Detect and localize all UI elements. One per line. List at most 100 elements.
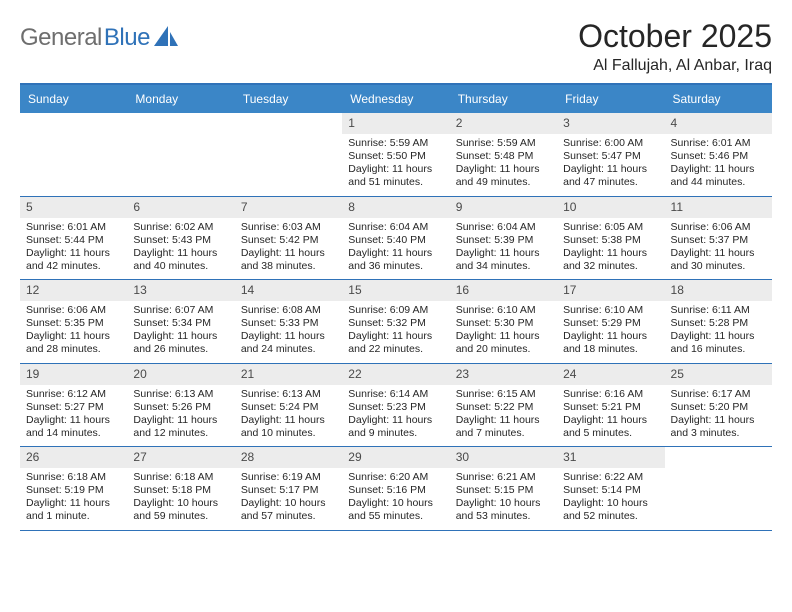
day-info-line: Sunset: 5:16 PM <box>348 484 443 497</box>
day-number <box>235 113 342 119</box>
day-info-line: Sunset: 5:47 PM <box>563 150 658 163</box>
day-cell: 5Sunrise: 6:01 AMSunset: 5:44 PMDaylight… <box>20 197 127 280</box>
day-number: 25 <box>665 364 772 385</box>
day-cell: 24Sunrise: 6:16 AMSunset: 5:21 PMDayligh… <box>557 364 664 447</box>
day-cell <box>20 113 127 196</box>
weekday-header: Sunday <box>20 85 127 113</box>
day-info-line: Sunset: 5:40 PM <box>348 234 443 247</box>
day-cell: 28Sunrise: 6:19 AMSunset: 5:17 PMDayligh… <box>235 447 342 530</box>
day-cell: 10Sunrise: 6:05 AMSunset: 5:38 PMDayligh… <box>557 197 664 280</box>
day-info-line: Sunrise: 6:01 AM <box>26 221 121 234</box>
calendar: SundayMondayTuesdayWednesdayThursdayFrid… <box>20 83 772 531</box>
day-info-line: Daylight: 11 hours and 38 minutes. <box>241 247 336 273</box>
day-info-line: Sunrise: 6:17 AM <box>671 388 766 401</box>
day-cell: 23Sunrise: 6:15 AMSunset: 5:22 PMDayligh… <box>450 364 557 447</box>
day-cell: 22Sunrise: 6:14 AMSunset: 5:23 PMDayligh… <box>342 364 449 447</box>
logo-text-blue: Blue <box>104 24 150 52</box>
day-info-line: Daylight: 10 hours and 52 minutes. <box>563 497 658 523</box>
day-cell: 4Sunrise: 6:01 AMSunset: 5:46 PMDaylight… <box>665 113 772 196</box>
day-info-line: Daylight: 11 hours and 32 minutes. <box>563 247 658 273</box>
day-info-line: Sunrise: 5:59 AM <box>348 137 443 150</box>
day-info-line: Sunrise: 6:13 AM <box>241 388 336 401</box>
day-info-line: Daylight: 10 hours and 57 minutes. <box>241 497 336 523</box>
day-info-line: Daylight: 11 hours and 20 minutes. <box>456 330 551 356</box>
day-info-line: Sunset: 5:24 PM <box>241 401 336 414</box>
day-number: 4 <box>665 113 772 134</box>
logo: GeneralBlue <box>20 18 180 52</box>
day-cell: 1 Sunrise: 5:59 AMSunset: 5:50 PMDaylight… <box>342 113 449 196</box>
day-number: 1 <box>342 113 449 134</box>
day-number: 26 <box>20 447 127 468</box>
day-info-line: Sunset: 5:34 PM <box>133 317 228 330</box>
day-cell: 9Sunrise: 6:04 AMSunset: 5:39 PMDaylight… <box>450 197 557 280</box>
day-info-line: Daylight: 11 hours and 44 minutes. <box>671 163 766 189</box>
day-info-line: Sunset: 5:19 PM <box>26 484 121 497</box>
day-info-line: Sunset: 5:48 PM <box>456 150 551 163</box>
day-info-line: Sunset: 5:39 PM <box>456 234 551 247</box>
day-number: 17 <box>557 280 664 301</box>
day-cell <box>235 113 342 196</box>
day-info-line: Sunrise: 6:21 AM <box>456 471 551 484</box>
day-cell: 17Sunrise: 6:10 AMSunset: 5:29 PMDayligh… <box>557 280 664 363</box>
day-number: 21 <box>235 364 342 385</box>
day-info-line: Sunrise: 6:01 AM <box>671 137 766 150</box>
title-block: October 2025 Al Fallujah, Al Anbar, Iraq <box>578 18 772 75</box>
day-info-line: Sunset: 5:32 PM <box>348 317 443 330</box>
day-cell: 20Sunrise: 6:13 AMSunset: 5:26 PMDayligh… <box>127 364 234 447</box>
day-cell: 21 Sunrise: 6:13 AMSunset: 5:24 PMDayligh… <box>235 364 342 447</box>
day-info-line: Sunset: 5:30 PM <box>456 317 551 330</box>
day-info-line: Sunset: 5:33 PM <box>241 317 336 330</box>
day-number: 14 <box>235 280 342 301</box>
day-number: 13 <box>127 280 234 301</box>
day-info-line: Sunset: 5:15 PM <box>456 484 551 497</box>
day-number: 6 <box>127 197 234 218</box>
day-number: 18 <box>665 280 772 301</box>
day-info-line: Sunrise: 6:15 AM <box>456 388 551 401</box>
page-title: October 2025 <box>578 18 772 55</box>
day-info-line: Daylight: 11 hours and 34 minutes. <box>456 247 551 273</box>
logo-sail-icon <box>154 26 180 51</box>
day-info-line: Daylight: 11 hours and 10 minutes. <box>241 414 336 440</box>
week-row: 12Sunrise: 6:06 AMSunset: 5:35 PMDayligh… <box>20 280 772 364</box>
logo-text-gray: General <box>20 24 102 52</box>
week-row: 1Sunrise: 5:59 AMSunset: 5:50 PMDaylight… <box>20 113 772 197</box>
day-info-line: Daylight: 11 hours and 7 minutes. <box>456 414 551 440</box>
day-cell <box>665 447 772 530</box>
day-info-line: Daylight: 10 hours and 53 minutes. <box>456 497 551 523</box>
day-info-line: Sunrise: 6:06 AM <box>671 221 766 234</box>
day-cell: 30Sunrise: 6:21 AMSunset: 5:15 PMDayligh… <box>450 447 557 530</box>
day-info-line: Sunrise: 6:10 AM <box>456 304 551 317</box>
day-info-line: Daylight: 11 hours and 49 minutes. <box>456 163 551 189</box>
day-info-line: Daylight: 11 hours and 22 minutes. <box>348 330 443 356</box>
day-cell: 18Sunrise: 6:11 AMSunset: 5:28 PMDayligh… <box>665 280 772 363</box>
day-info-line: Sunset: 5:38 PM <box>563 234 658 247</box>
location-label: Al Fallujah, Al Anbar, Iraq <box>578 57 772 75</box>
day-info-line: Sunrise: 6:02 AM <box>133 221 228 234</box>
day-number: 29 <box>342 447 449 468</box>
day-info-line: Sunset: 5:23 PM <box>348 401 443 414</box>
day-number: 9 <box>450 197 557 218</box>
day-info-line: Sunset: 5:37 PM <box>671 234 766 247</box>
day-info-line: Daylight: 11 hours and 51 minutes. <box>348 163 443 189</box>
day-cell: 8Sunrise: 6:04 AMSunset: 5:40 PMDaylight… <box>342 197 449 280</box>
day-info-line: Daylight: 11 hours and 36 minutes. <box>348 247 443 273</box>
day-cell: 15Sunrise: 6:09 AMSunset: 5:32 PMDayligh… <box>342 280 449 363</box>
day-info-line: Daylight: 11 hours and 18 minutes. <box>563 330 658 356</box>
day-info-line: Sunrise: 6:09 AM <box>348 304 443 317</box>
day-info-line: Sunset: 5:29 PM <box>563 317 658 330</box>
weekday-header: Wednesday <box>342 85 449 113</box>
day-info-line: Sunrise: 6:18 AM <box>26 471 121 484</box>
weekday-header: Tuesday <box>235 85 342 113</box>
day-info-line: Sunset: 5:27 PM <box>26 401 121 414</box>
day-info-line: Daylight: 11 hours and 16 minutes. <box>671 330 766 356</box>
day-info-line: Sunset: 5:18 PM <box>133 484 228 497</box>
day-cell: 29Sunrise: 6:20 AMSunset: 5:16 PMDayligh… <box>342 447 449 530</box>
day-info-line: Sunrise: 6:22 AM <box>563 471 658 484</box>
day-info-line: Sunrise: 6:06 AM <box>26 304 121 317</box>
day-cell: 6Sunrise: 6:02 AMSunset: 5:43 PMDaylight… <box>127 197 234 280</box>
day-info-line: Daylight: 11 hours and 24 minutes. <box>241 330 336 356</box>
day-cell: 11Sunrise: 6:06 AMSunset: 5:37 PMDayligh… <box>665 197 772 280</box>
day-cell <box>127 113 234 196</box>
day-info-line: Sunset: 5:50 PM <box>348 150 443 163</box>
weekday-header: Saturday <box>665 85 772 113</box>
